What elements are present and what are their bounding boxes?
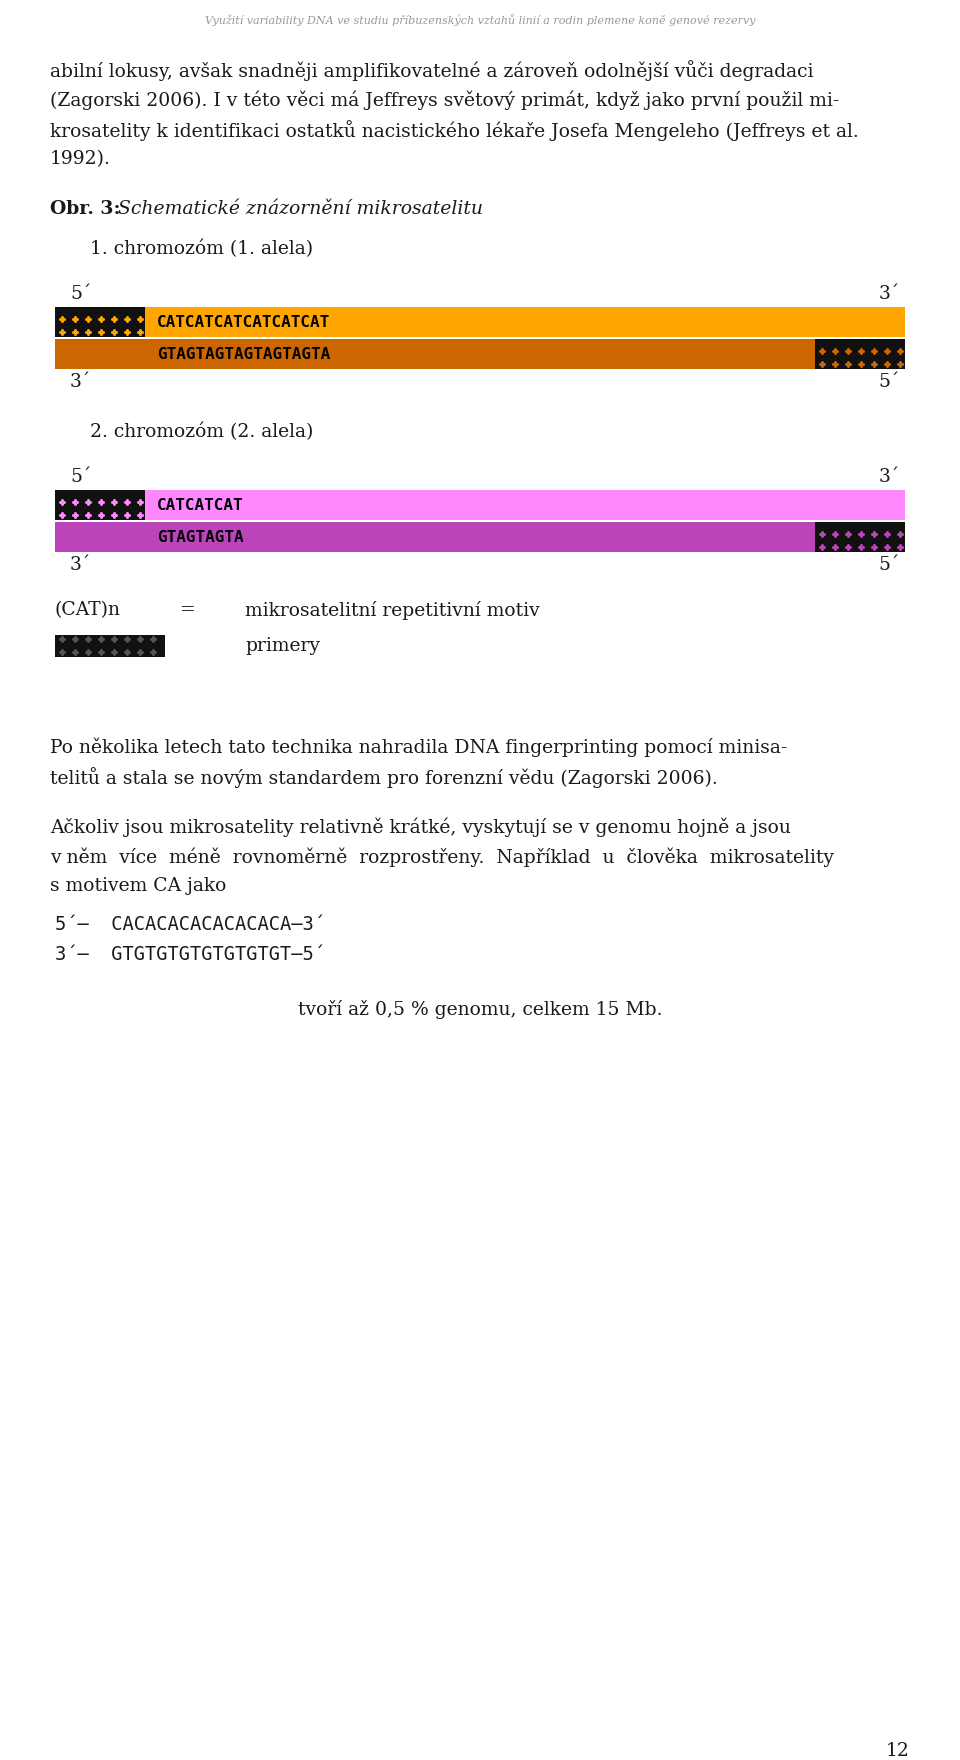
Text: v něm  více  méně  rovnoměrně  rozprostřeny.  Například  u  člověka  mikrosateli: v něm více méně rovnoměrně rozprostřeny.… bbox=[50, 847, 834, 866]
Bar bbox=[815, 340, 905, 370]
Text: 1. chromozóm (1. alela): 1. chromozóm (1. alela) bbox=[90, 239, 313, 259]
Text: CATCATCATCATCATCAT: CATCATCATCATCATCAT bbox=[157, 315, 330, 329]
Bar bbox=[55, 523, 905, 553]
Text: 3´: 3´ bbox=[70, 556, 91, 574]
Text: CATCATCAT: CATCATCAT bbox=[157, 498, 244, 512]
Text: s motivem CA jako: s motivem CA jako bbox=[50, 876, 227, 896]
Text: =: = bbox=[180, 600, 196, 620]
Text: (CAT)n: (CAT)n bbox=[55, 600, 121, 620]
Text: primery: primery bbox=[245, 637, 320, 655]
Text: 3´: 3´ bbox=[70, 373, 91, 391]
Text: Po několika letech tato technika nahradila DNA fingerprinting pomocí minisa-: Po několika letech tato technika nahradi… bbox=[50, 737, 787, 757]
Text: 2. chromozóm (2. alela): 2. chromozóm (2. alela) bbox=[90, 422, 313, 442]
Text: tvoří až 0,5 % genomu, celkem 15 Mb.: tvoří až 0,5 % genomu, celkem 15 Mb. bbox=[298, 1000, 662, 1019]
Text: 1992).: 1992). bbox=[50, 150, 110, 167]
Text: 3´: 3´ bbox=[878, 285, 900, 303]
Text: 5´: 5´ bbox=[70, 285, 91, 303]
Bar bbox=[815, 523, 905, 553]
Text: (Zagorski 2006). I v této věci má Jeffreys světový primát, když jako první použi: (Zagorski 2006). I v této věci má Jeffre… bbox=[50, 90, 839, 109]
Text: 3´: 3´ bbox=[878, 468, 900, 486]
Text: GTAGTAGTAGTAGTAGTA: GTAGTAGTAGTAGTAGTA bbox=[157, 347, 330, 361]
Text: 5´: 5´ bbox=[878, 556, 900, 574]
Text: Využití variability DNA ve studiu příbuzenských vztahů linií a rodin plemene kon: Využití variability DNA ve studiu příbuz… bbox=[204, 14, 756, 26]
Bar bbox=[55, 489, 905, 519]
Text: GTAGTAGTA: GTAGTAGTA bbox=[157, 530, 244, 544]
Text: telitů a stala se novým standardem pro forenzní vědu (Zagorski 2006).: telitů a stala se novým standardem pro f… bbox=[50, 767, 718, 788]
Text: krosatelity k identifikaci ostatků nacistického lékaře Josefa Mengeleho (Jeffrey: krosatelity k identifikaci ostatků nacis… bbox=[50, 120, 859, 141]
Text: 5´–  CACACACACACACACА–3´: 5´– CACACACACACACACА–3´ bbox=[55, 915, 325, 935]
Text: Ačkoliv jsou mikrosatelity relativně krátké, vyskytují se v genomu hojně a jsou: Ačkoliv jsou mikrosatelity relativně krá… bbox=[50, 817, 791, 836]
Text: 3´–  GTGTGTGTGTGTGTGT–5´: 3´– GTGTGTGTGTGTGTGT–5´ bbox=[55, 945, 325, 964]
Bar bbox=[55, 306, 145, 336]
Text: abilní lokusy, avšak snadněji amplifikovatelné a zároveň odolnější vůči degradac: abilní lokusy, avšak snadněji amplifikov… bbox=[50, 60, 813, 81]
Bar bbox=[55, 489, 145, 519]
Bar bbox=[55, 306, 905, 336]
Text: Obr. 3:: Obr. 3: bbox=[50, 201, 121, 218]
Bar bbox=[55, 340, 905, 370]
Text: 5´: 5´ bbox=[878, 373, 900, 391]
Text: Schematické znázornění mikrosatelitu: Schematické znázornění mikrosatelitu bbox=[112, 201, 483, 218]
Bar bbox=[55, 635, 165, 656]
Text: 5´: 5´ bbox=[70, 468, 91, 486]
Text: 12: 12 bbox=[886, 1742, 910, 1760]
Text: mikrosatelitní repetitivní motiv: mikrosatelitní repetitivní motiv bbox=[245, 600, 540, 620]
